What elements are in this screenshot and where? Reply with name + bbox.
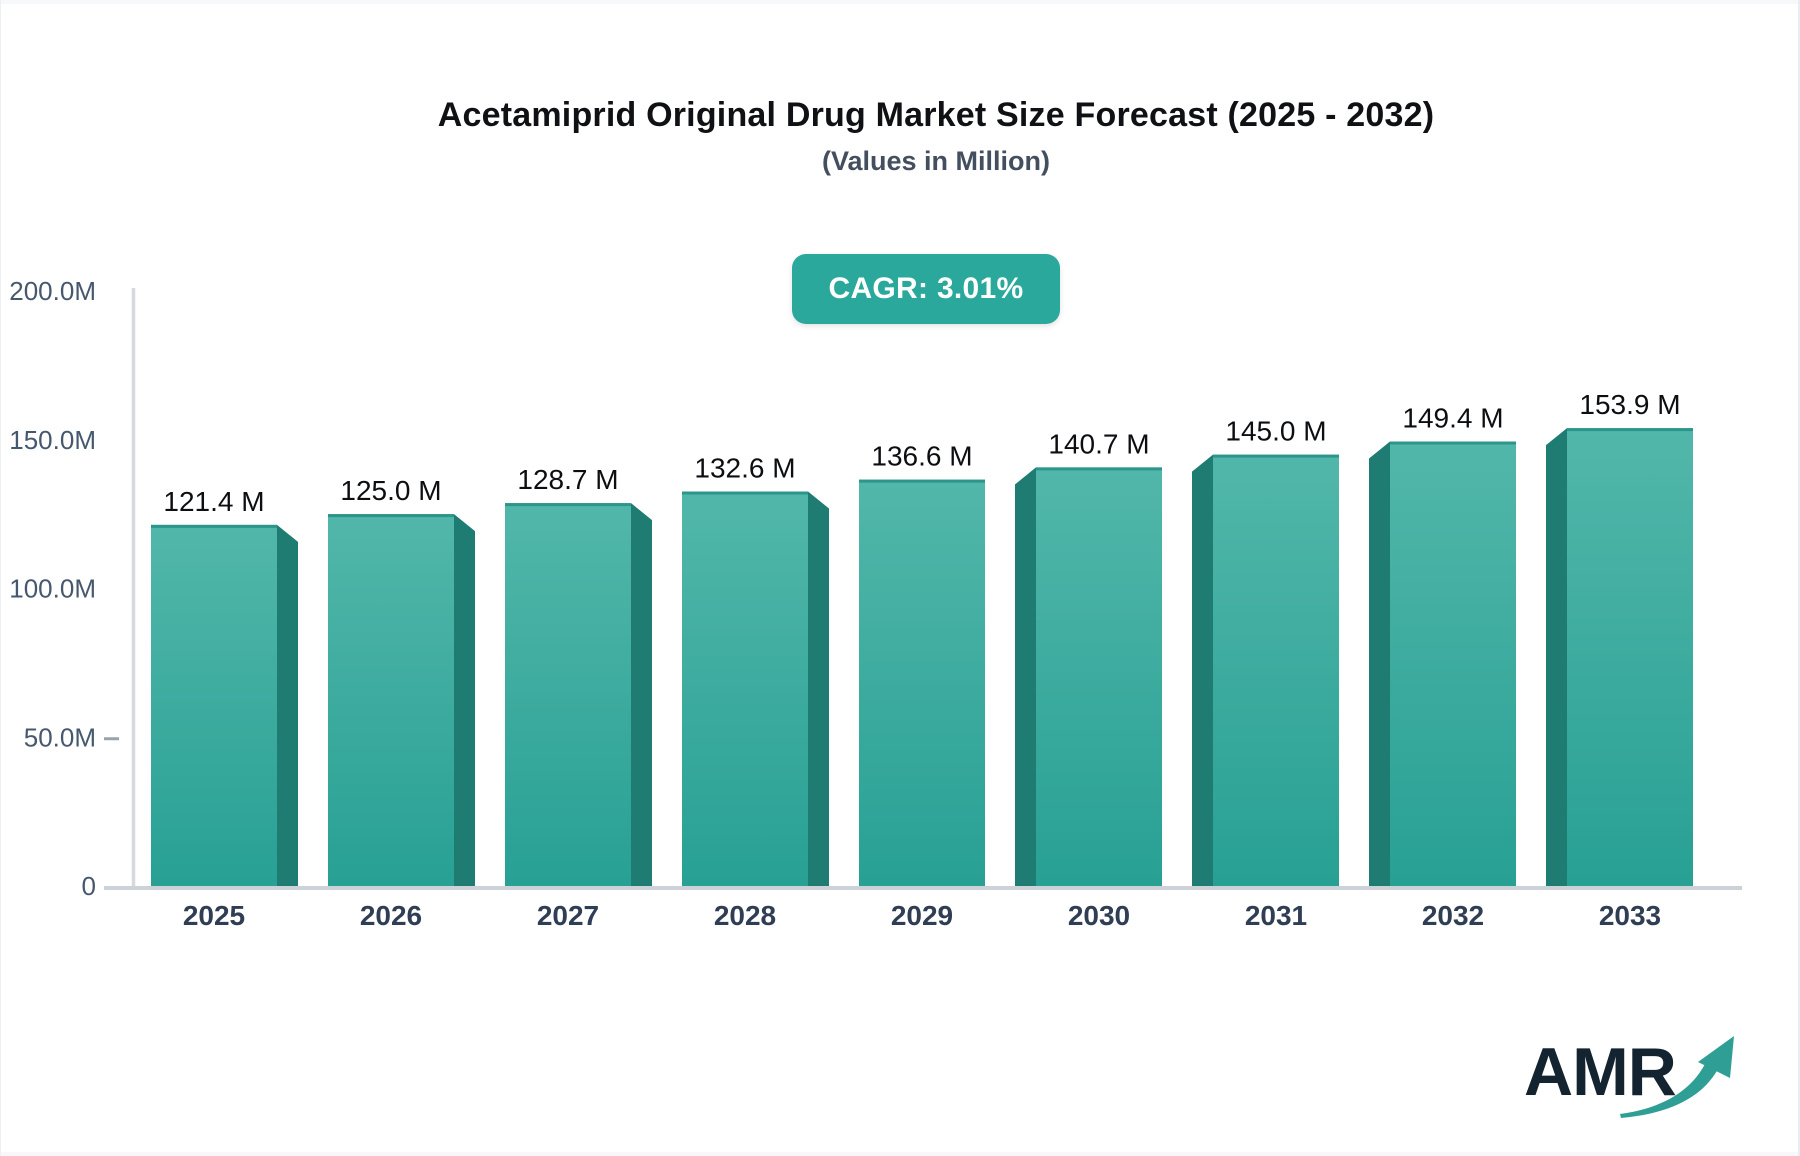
bar-value-label: 149.4 M xyxy=(1402,403,1503,434)
y-axis-tick-label: 0 xyxy=(82,871,96,901)
bar-side-face xyxy=(631,503,652,886)
bar-value-label: 153.9 M xyxy=(1579,389,1680,420)
cagr-badge: CAGR: 3.01% xyxy=(792,254,1060,324)
growth-arrow-icon xyxy=(1620,1036,1734,1118)
y-axis-tick-label: 200.0M xyxy=(9,276,96,306)
bar-2025: 121.4 M 2025 xyxy=(151,486,298,931)
chart-header: Acetamiprid Original Drug Market Size Fo… xyxy=(66,94,1800,177)
chart-title: Acetamiprid Original Drug Market Size Fo… xyxy=(437,96,1435,134)
bar-value-label: 140.7 M xyxy=(1048,428,1149,459)
bar-face xyxy=(1567,428,1693,886)
y-axis-tick-label: 50.0M xyxy=(24,722,96,752)
bar-2032: 149.4 M 2032 xyxy=(1369,403,1516,931)
amr-logo: AMR xyxy=(1524,1030,1774,1120)
bar-face xyxy=(1036,467,1162,886)
x-axis-tick-label: 2030 xyxy=(1068,900,1130,931)
bar-side-face xyxy=(808,491,829,886)
bar-side-face xyxy=(1369,441,1390,886)
bar-face xyxy=(505,503,631,886)
bar-2031: 145.0 M 2031 xyxy=(1192,416,1339,931)
bar-value-label: 136.6 M xyxy=(871,441,972,472)
bar-side-face xyxy=(1546,428,1567,886)
bar-side-face xyxy=(454,514,475,886)
x-axis-tick-label: 2027 xyxy=(537,900,599,931)
top-edge-strip xyxy=(0,0,1800,4)
bar-value-label: 128.7 M xyxy=(517,464,618,495)
x-axis-tick-label: 2033 xyxy=(1599,900,1661,931)
y-axis-tick-label: 100.0M xyxy=(9,574,96,604)
bottom-edge-strip xyxy=(0,1152,1800,1156)
bar-2030: 140.7 M 2030 xyxy=(1015,428,1162,931)
bar-face xyxy=(1390,441,1516,886)
bar-value-label: 125.0 M xyxy=(340,475,441,506)
y-axis-tick-label: 150.0M xyxy=(9,425,96,455)
bar-face xyxy=(859,479,985,886)
cagr-badge-label: CAGR: 3.01% xyxy=(828,272,1024,305)
bar-side-face xyxy=(1192,454,1213,886)
bar-2027: 128.7 M 2027 xyxy=(505,464,652,931)
x-axis-tick-label: 2032 xyxy=(1422,900,1484,931)
bar-face xyxy=(328,514,454,886)
amr-logo-text: AMR xyxy=(1524,1034,1677,1110)
x-axis-tick-label: 2026 xyxy=(360,900,422,931)
arrow-tail xyxy=(1620,1062,1718,1118)
chart-subtitle: (Values in Million) xyxy=(821,146,1051,176)
x-axis-tick-label: 2028 xyxy=(714,900,776,931)
bar-value-label: 121.4 M xyxy=(163,486,264,517)
bar-side-face xyxy=(1015,467,1036,886)
arrow-head xyxy=(1698,1036,1734,1078)
bar-face xyxy=(1213,454,1339,886)
bar-2033: 153.9 M 2033 xyxy=(1546,389,1693,931)
bar-value-label: 132.6 M xyxy=(694,453,795,484)
bar-2026: 125.0 M 2026 xyxy=(328,475,475,931)
bar-2029: 136.6 M 2029 xyxy=(859,441,985,931)
bar-2028: 132.6 M 2028 xyxy=(682,453,829,931)
bar-face xyxy=(151,524,277,886)
bar-value-label: 145.0 M xyxy=(1225,416,1326,447)
bar-side-face xyxy=(277,524,298,886)
x-axis-tick-label: 2025 xyxy=(183,900,245,931)
x-axis-tick-label: 2031 xyxy=(1245,900,1307,931)
bar-face xyxy=(682,491,808,886)
x-axis-tick-label: 2029 xyxy=(891,900,953,931)
